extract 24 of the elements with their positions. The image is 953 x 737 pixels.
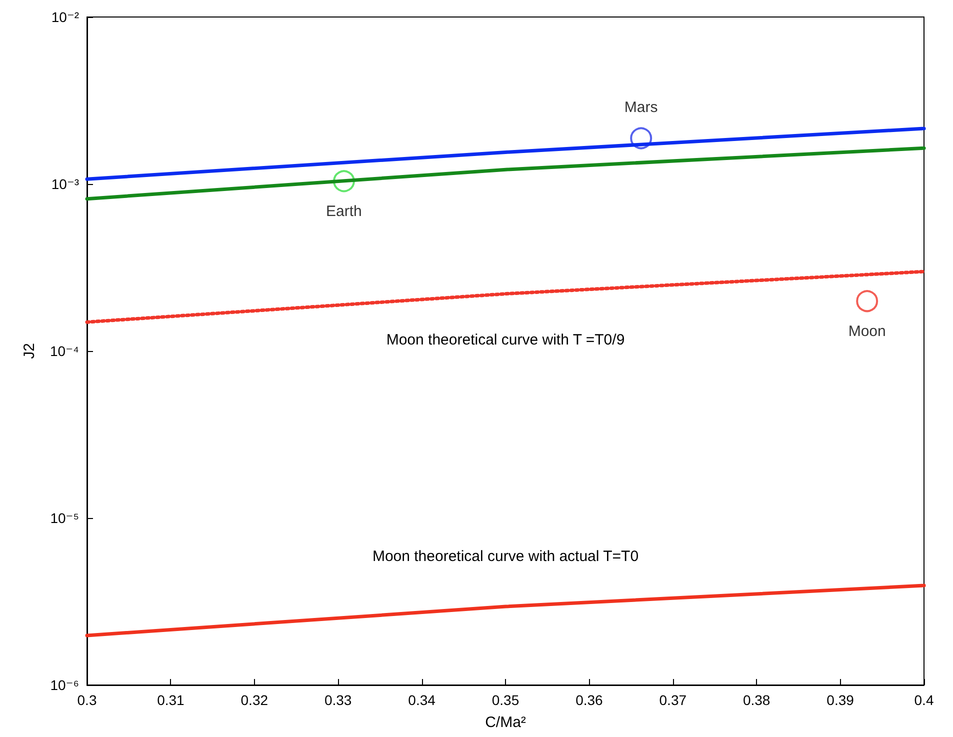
x-tick-label: 0.33 [324,692,352,708]
x-tick-label: 0.38 [742,692,770,708]
y-tick-label: 10⁻⁵ [50,510,79,526]
x-tick-label: 0.36 [576,692,604,708]
x-tick-label: 0.39 [826,692,854,708]
series-label: Moon [848,323,886,340]
x-tick-label: 0.37 [659,692,687,708]
annotation: Moon theoretical curve with actual T=T0 [372,548,639,566]
x-tick-label: 0.34 [408,692,436,708]
y-tick-label: 10⁻⁴ [50,343,79,359]
x-tick-label: 0.4 [914,692,934,708]
x-tick-label: 0.35 [492,692,520,708]
point [856,290,878,312]
x-tick-label: 0.31 [157,692,185,708]
y-tick-label: 10⁻³ [51,176,80,192]
y-axis-title: J2 [21,343,38,359]
annotation: Moon theoretical curve with T =T0/9 [386,331,625,348]
x-axis-title: C/Ma² [485,714,526,731]
x-tick-label: 0.3 [77,692,97,708]
x-tick-label: 0.32 [240,692,268,708]
y-tick-label: 10⁻⁶ [50,677,79,693]
series-label: Mars [624,99,658,116]
series-label: Earth [326,203,362,220]
y-tick-label: 10⁻² [51,9,80,25]
